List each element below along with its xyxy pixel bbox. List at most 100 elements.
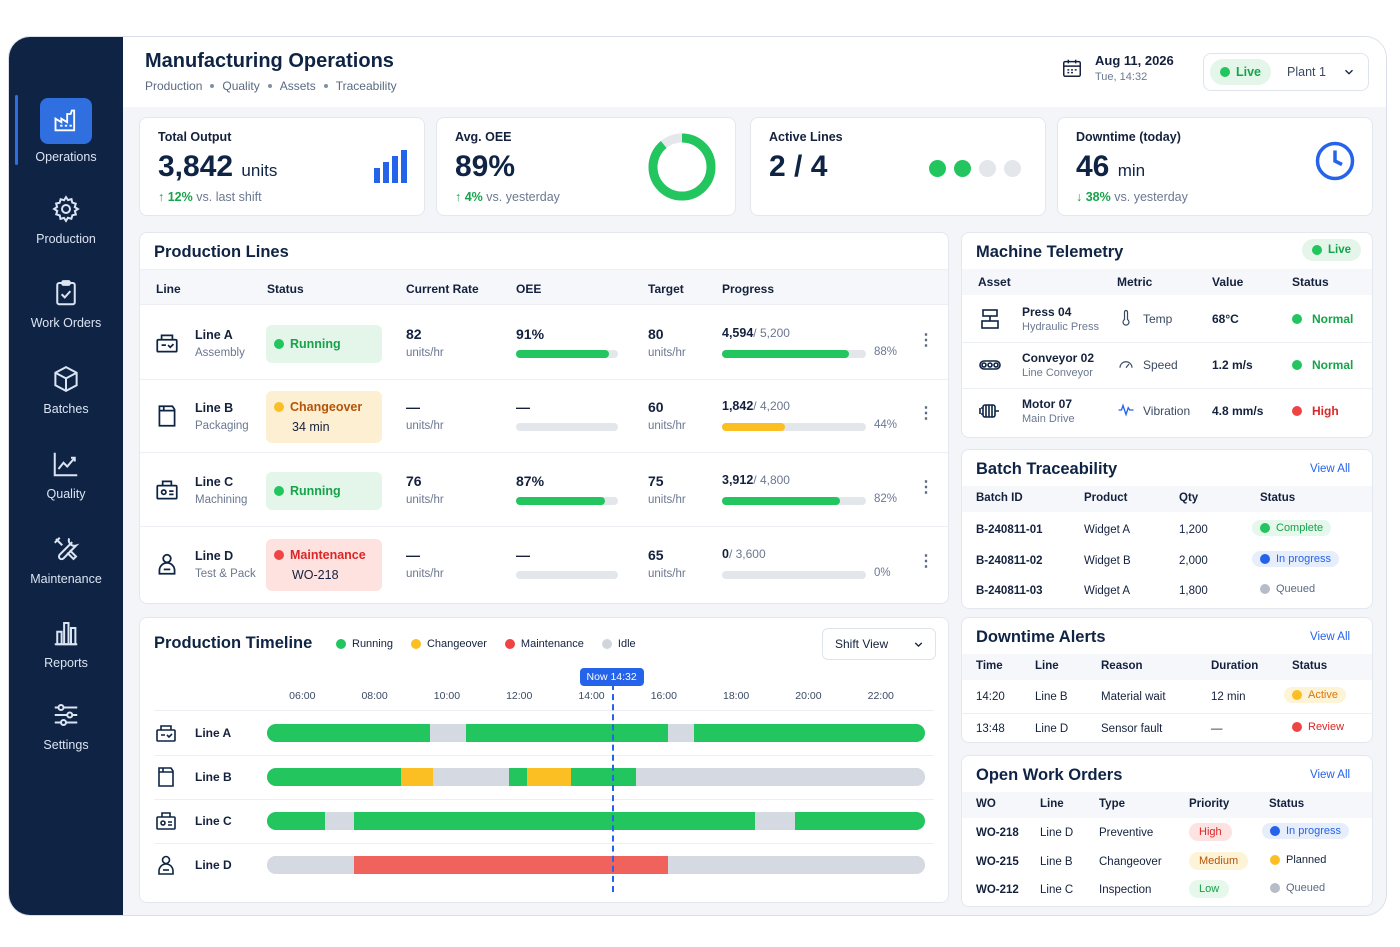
legend-swatch — [601, 639, 612, 649]
nav-batches[interactable]: Batches — [9, 352, 123, 428]
view-all-link[interactable]: View All — [1310, 631, 1351, 643]
app-window: Operations Production Work Orders Batche… — [8, 36, 1387, 916]
alert-reason: Sensor fault — [1101, 723, 1163, 735]
shift-view-label: Shift View — [835, 637, 889, 651]
line-sub: Packaging — [195, 420, 249, 432]
progress-bar-fill — [722, 497, 841, 505]
progress-bar-fill — [722, 350, 849, 358]
view-all-link[interactable]: View All — [1310, 769, 1351, 781]
legend-swatch — [410, 639, 421, 649]
progress-text: 0/ 3,600 — [722, 547, 766, 561]
table-row: Conveyor 02 Line Conveyor Speed 1.2 m/s Norm… — [962, 343, 1372, 389]
nav-operations[interactable]: Operations — [9, 93, 123, 169]
rate-unit: units/hr — [406, 347, 444, 359]
column-header: Target — [648, 282, 684, 296]
table-row: Line A Assembly Running 82 units/hr 91% 80 unit… — [140, 308, 948, 380]
table-row: 13:48 Line D Sensor fault — Review — [962, 714, 1372, 746]
status-dot — [1292, 314, 1302, 324]
legend-swatch — [504, 639, 515, 649]
time-tick-label: 06:00 — [289, 690, 316, 702]
wo-id: WO-215 — [976, 856, 1019, 868]
table-row: Press 04 Hydraulic Press Temp 68°C Normal — [962, 297, 1372, 343]
batch-traceability-panel: Batch Traceability View All Batch ID Pro… — [961, 449, 1373, 609]
nav-reports[interactable]: Reports — [9, 606, 123, 682]
batch-qty: 1,200 — [1179, 524, 1208, 536]
column-header: Status — [1269, 798, 1305, 810]
work-orders-panel: Open Work Orders View All WO Line Type P… — [961, 755, 1373, 907]
crumb-traceability[interactable]: Traceability — [335, 79, 397, 93]
crumb-separator — [210, 84, 215, 88]
legend-item: Running — [336, 638, 393, 650]
timeline-segment-run — [693, 724, 925, 742]
section-title: Open Work Orders — [976, 766, 1123, 784]
status-label: Queued — [1286, 882, 1326, 894]
priority-badge: High — [1189, 823, 1232, 841]
alert-line: Line D — [1035, 723, 1069, 735]
column-header: OEE — [516, 282, 542, 296]
view-all-link[interactable]: View All — [1310, 463, 1351, 475]
metric-name: Temp — [1143, 312, 1173, 326]
nav-quality[interactable]: Quality — [9, 437, 123, 513]
table-row[interactable]: WO-215 Line B Changeover Medium Planned — [962, 849, 1372, 877]
kpi-delta-value: 38% — [1085, 190, 1111, 204]
target-value: 65 — [648, 547, 664, 563]
table-row: Line C Machining Running 76 units/hr 87% 75 uni… — [140, 455, 948, 527]
more-options-icon[interactable]: ⋮ — [918, 332, 934, 349]
kpi-label: Downtime (today) — [1076, 130, 1181, 144]
plant-selector[interactable]: Live Plant 1 — [1203, 53, 1369, 91]
more-options-icon[interactable]: ⋮ — [918, 553, 934, 570]
telemetry-panel: Machine Telemetry Live Asset Metric Valu… — [961, 232, 1373, 438]
kpi-delta: ↓ 38% vs. yesterday — [1076, 190, 1188, 204]
progress-total: / 4,800 — [753, 473, 790, 487]
timeline-segment-run — [267, 724, 430, 742]
column-header: Reason — [1101, 660, 1143, 672]
wo-line: Line C — [1040, 884, 1074, 896]
clipboard-icon — [56, 280, 76, 306]
progress-bar — [722, 423, 866, 431]
timeline-segment-chg — [527, 768, 571, 786]
shift-view-select[interactable]: Shift View — [822, 628, 936, 660]
timeline-segment-run — [267, 768, 401, 786]
section-title: Downtime Alerts — [976, 628, 1106, 646]
production-timeline-panel: Production Timeline Running Changeover Mai… — [139, 617, 949, 903]
wo-id: WO-218 — [976, 827, 1019, 839]
more-options-icon[interactable]: ⋮ — [918, 479, 934, 496]
status-badge: In progress — [1262, 823, 1350, 839]
more-options-icon[interactable]: ⋮ — [918, 405, 934, 422]
kpi-delta-value: 4% — [464, 190, 483, 204]
date-display[interactable]: Aug 11, 2026 Tue, 14:32 — [1061, 53, 1174, 83]
timeline-segment-idle — [668, 856, 925, 874]
main-area: Manufacturing Operations Production Qual… — [123, 37, 1386, 915]
status-badge: In progress — [1252, 551, 1340, 567]
column-header: Line — [156, 282, 181, 296]
nav-work-orders[interactable]: Work Orders — [9, 266, 123, 342]
kpi-label: Avg. OEE — [455, 130, 512, 144]
column-header: Value — [1212, 275, 1244, 289]
kpi-active-lines: Active Lines 2 / 4 — [750, 117, 1046, 216]
asset-sub: Line Conveyor — [1022, 367, 1093, 379]
nav-settings[interactable]: Settings — [9, 688, 123, 764]
legend-item: Changeover — [410, 638, 487, 650]
table-row[interactable]: WO-212 Line C Inspection Low Queued — [962, 877, 1372, 905]
row-divider — [962, 713, 1372, 714]
target-value: 80 — [648, 326, 664, 342]
crumb-assets[interactable]: Assets — [279, 79, 316, 93]
column-header: WO — [976, 798, 996, 810]
crumb-quality[interactable]: Quality — [222, 79, 260, 93]
timeline-track — [267, 724, 925, 742]
live-label: Live — [1236, 65, 1262, 79]
line-status-dot — [979, 160, 996, 177]
status-badge: Running — [266, 325, 382, 363]
legend-label: Changeover — [426, 638, 487, 650]
oee-value: 91% — [516, 326, 545, 342]
priority-badge: Medium — [1189, 852, 1249, 870]
target-unit: units/hr — [648, 347, 686, 359]
table-row[interactable]: WO-218 Line D Preventive High In progress — [962, 820, 1372, 848]
crumb-production[interactable]: Production — [145, 79, 203, 93]
nav-production[interactable]: Production — [9, 182, 123, 258]
nav-maintenance[interactable]: Maintenance — [9, 522, 123, 598]
tools-icon — [54, 537, 80, 561]
up-arrow-icon: ↑ — [158, 190, 168, 204]
nav-label: Operations — [35, 150, 97, 164]
progress-bar — [722, 497, 866, 505]
